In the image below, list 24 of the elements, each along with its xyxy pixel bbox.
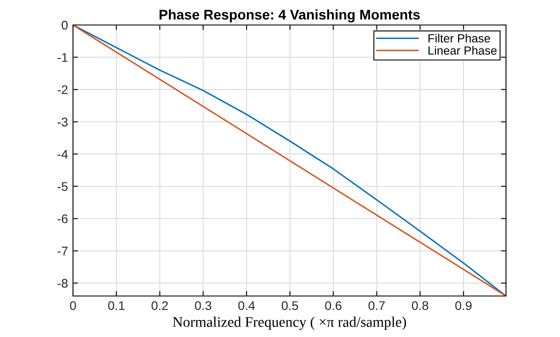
x-tick-label: 0.3 — [194, 301, 212, 310]
x-tick-label: 0.1 — [108, 301, 124, 310]
y-tick-label: -8 — [58, 278, 68, 288]
y-tick-label: -5 — [58, 182, 68, 191]
x-tick-label: 0.4 — [238, 301, 255, 310]
x-tick-label: 0.2 — [152, 301, 168, 310]
x-tick-label: 0.5 — [282, 301, 298, 310]
x-axis-title: Normalized Frequency ( ×π rad/sample) — [172, 316, 406, 330]
y-tick-label: -4 — [58, 150, 68, 159]
x-tick-label: 0.9 — [455, 301, 472, 310]
x-tick-label: 0.8 — [412, 301, 428, 310]
y-tick-label: 0 — [62, 20, 68, 30]
y-tick-label: -6 — [58, 214, 68, 224]
y-tick-label: -3 — [58, 118, 68, 126]
y-tick-label: -2 — [58, 85, 68, 94]
y-tick-label: -1 — [58, 53, 68, 62]
x-tick-label: 0.6 — [325, 301, 342, 310]
x-tick-label: 0.7 — [368, 301, 385, 310]
legend-label: Filter Phase — [428, 34, 490, 43]
chart-title: Phase Response: 4 Vanishing Moments — [160, 9, 420, 22]
x-tick-label: 0 — [70, 301, 76, 310]
y-tick-label: -7 — [58, 246, 68, 256]
legend-label: Linear Phase — [428, 46, 497, 55]
line-series — [73, 25, 506, 296]
